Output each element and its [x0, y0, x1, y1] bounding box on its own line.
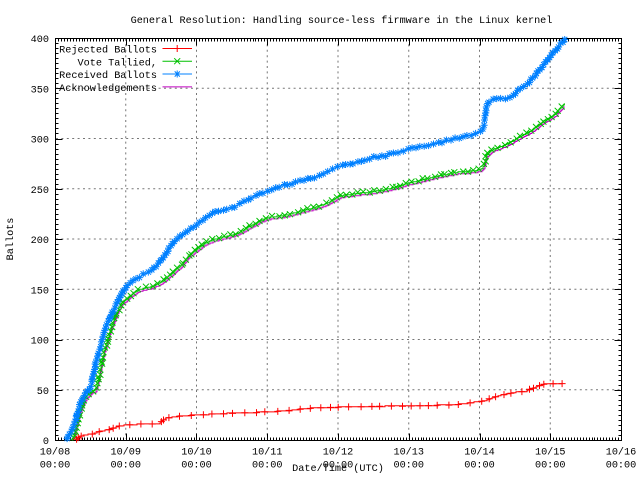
svg-text:10/11: 10/11: [252, 447, 283, 459]
svg-text:10/15: 10/15: [535, 447, 566, 459]
svg-text:00:00: 00:00: [464, 461, 495, 472]
svg-text:Date/Time (UTC): Date/Time (UTC): [292, 463, 384, 475]
svg-text:Ballots: Ballots: [5, 218, 17, 261]
svg-text:350: 350: [31, 85, 49, 96]
svg-text:Rejected Ballots: Rejected Ballots: [59, 45, 157, 57]
svg-text:300: 300: [31, 136, 49, 147]
svg-text:Vote Tallied,: Vote Tallied,: [78, 57, 157, 69]
svg-text:150: 150: [31, 286, 49, 297]
svg-text:400: 400: [31, 35, 49, 46]
svg-text:00:00: 00:00: [110, 461, 141, 472]
svg-text:Acknowledgements: Acknowledgements: [59, 83, 157, 95]
svg-text:00:00: 00:00: [40, 461, 71, 472]
svg-text:10/10: 10/10: [181, 447, 212, 459]
svg-text:General Resolution: Handling s: General Resolution: Handling source-less…: [131, 15, 553, 27]
svg-text:00:00: 00:00: [181, 461, 212, 472]
svg-text:10/09: 10/09: [110, 447, 141, 459]
svg-text:10/12: 10/12: [323, 447, 354, 459]
svg-text:50: 50: [37, 387, 49, 398]
svg-text:10/08: 10/08: [40, 447, 71, 459]
svg-text:100: 100: [31, 337, 49, 348]
svg-text:00:00: 00:00: [535, 461, 566, 472]
svg-text:200: 200: [31, 236, 49, 247]
svg-text:10/13: 10/13: [393, 447, 424, 459]
svg-text:00:00: 00:00: [606, 461, 637, 472]
svg-text:0: 0: [43, 437, 49, 448]
svg-text:00:00: 00:00: [393, 461, 424, 472]
svg-text:00:00: 00:00: [323, 461, 354, 472]
svg-text:10/16: 10/16: [606, 447, 637, 459]
svg-text:Received Ballots: Received Ballots: [59, 70, 157, 82]
svg-text:00:00: 00:00: [252, 461, 283, 472]
svg-text:10/14: 10/14: [464, 447, 495, 459]
svg-text:250: 250: [31, 186, 49, 197]
